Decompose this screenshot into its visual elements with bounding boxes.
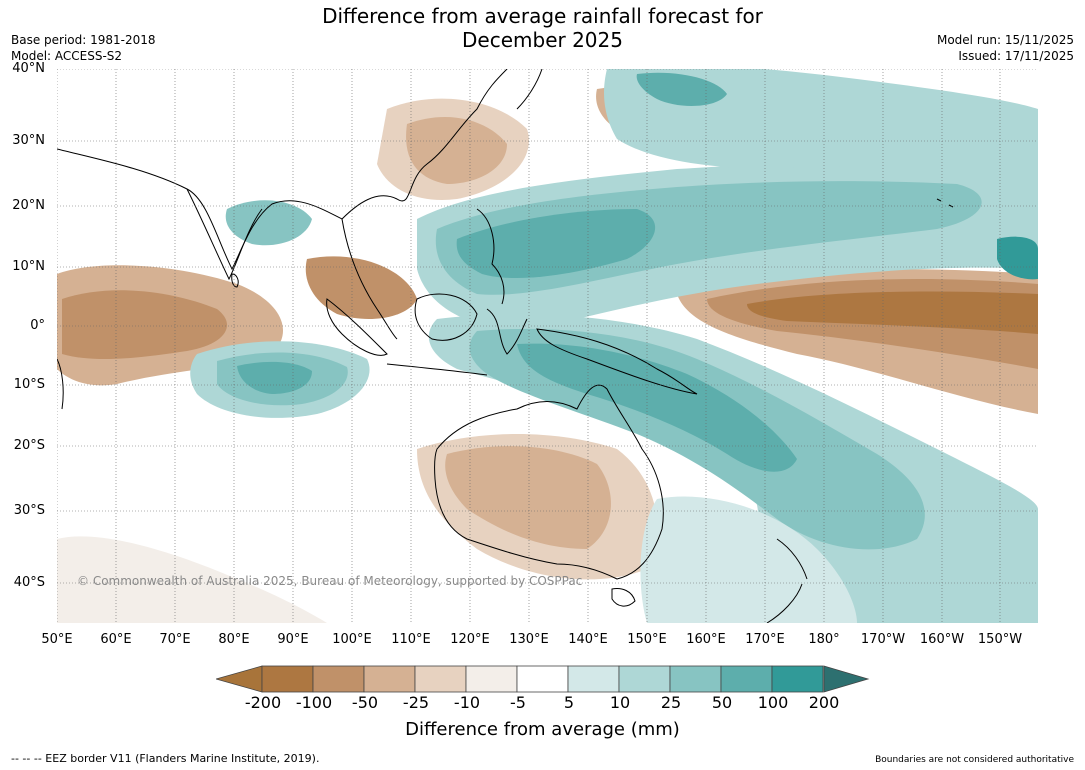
malay-peninsula xyxy=(341,218,398,340)
tasmania xyxy=(611,588,636,607)
colorbar-label-10: 10 xyxy=(609,693,631,712)
dry-region-southwest xyxy=(57,536,327,623)
australia-coast xyxy=(434,384,664,580)
lon-label-170w: 170°W xyxy=(860,632,906,647)
lat-label-40s: 40°S xyxy=(13,575,45,590)
wet-anomalies xyxy=(190,69,1038,623)
colorbar-segments xyxy=(261,665,824,693)
colorbar-label-25: 25 xyxy=(660,693,682,712)
wet-region-bay-of-bengal xyxy=(225,200,312,246)
lon-label-160e: 160°E xyxy=(686,632,726,647)
asia-coast xyxy=(57,69,508,271)
colorbar-segment xyxy=(261,665,314,693)
colorbar-segment xyxy=(363,665,416,693)
lon-label-170e: 170°E xyxy=(745,632,785,647)
japan xyxy=(516,69,543,110)
lon-label-80e: 80°E xyxy=(218,632,250,647)
base-period: Base period: 1981-2018 xyxy=(11,33,156,47)
map-title: Difference from average rainfall forecas… xyxy=(0,4,1085,52)
colorbar-label-minus5: -5 xyxy=(510,693,526,712)
graticule xyxy=(57,69,1038,623)
new-guinea xyxy=(536,328,698,395)
sri-lanka xyxy=(231,273,239,288)
lon-label-150w: 150°W xyxy=(977,632,1023,647)
model-run: Model run: 15/11/2025 xyxy=(936,33,1074,47)
colorbar-arrow-low xyxy=(216,665,263,693)
colorbar-label-5: 5 xyxy=(563,693,575,712)
lon-label-140e: 140°E xyxy=(568,632,608,647)
wet-region-east-pacific-node xyxy=(997,236,1038,280)
colorbar-segment xyxy=(516,665,569,693)
colorbar-label-minus100: -100 xyxy=(295,693,333,712)
wet-region-tasman xyxy=(640,496,857,623)
model-info: Base period: 1981-2018 Model: ACCESS-S2 xyxy=(11,32,156,64)
colorbar-title: Difference from average (mm) xyxy=(405,719,680,740)
lat-label-20s: 20°S xyxy=(13,438,45,453)
colorbar-segment xyxy=(669,665,722,693)
lon-label-120e: 120°E xyxy=(450,632,490,647)
lon-label-100e: 100°E xyxy=(332,632,372,647)
map-canvas xyxy=(57,69,1038,623)
coastlines xyxy=(57,69,954,623)
lat-label-30n: 30°N xyxy=(12,133,45,148)
lon-label-50e: 50°E xyxy=(41,632,73,647)
colorbar-segment xyxy=(312,665,365,693)
lon-label-180: 180° xyxy=(808,632,840,647)
lat-label-30s: 30°S xyxy=(13,503,45,518)
colorbar-label-50: 50 xyxy=(711,693,733,712)
sulawesi xyxy=(486,308,528,355)
colorbar-label-200: 200 xyxy=(808,693,840,712)
borneo xyxy=(414,293,478,341)
lat-label-equator: 0° xyxy=(30,318,45,333)
model-name: Model: ACCESS-S2 xyxy=(11,49,123,63)
copyright-notice: © Commonwealth of Australia 2025, Bureau… xyxy=(77,574,583,588)
title-line-1: Difference from average rainfall forecas… xyxy=(322,4,763,28)
lon-label-90e: 90°E xyxy=(277,632,309,647)
india-coast xyxy=(186,188,263,281)
lon-label-60e: 60°E xyxy=(100,632,132,647)
dry-region-maritime-continent xyxy=(305,256,417,319)
colorbar-label-minus25: -25 xyxy=(402,693,430,712)
lat-label-40n: 40°N xyxy=(12,61,45,76)
colorbar-segment xyxy=(771,665,824,693)
lat-label-10n: 10°N xyxy=(12,259,45,274)
lon-label-150e: 150°E xyxy=(627,632,667,647)
lon-label-130e: 130°E xyxy=(509,632,549,647)
colorbar-label-minus10: -10 xyxy=(453,693,481,712)
java xyxy=(386,363,488,376)
colorbar-segment xyxy=(465,665,518,693)
lat-label-20n: 20°N xyxy=(12,198,45,213)
colorbar-arrow-high xyxy=(823,665,870,693)
issued-date: Issued: 17/11/2025 xyxy=(958,49,1074,63)
colorbar-segment xyxy=(720,665,773,693)
eez-border-note: -- -- -- EEZ border V11 (Flanders Marine… xyxy=(11,752,320,765)
colorbar-segment xyxy=(414,665,467,693)
philippines xyxy=(476,208,505,305)
rainfall-map xyxy=(57,69,1038,623)
colorbar-label-100: 100 xyxy=(757,693,789,712)
title-line-2: December 2025 xyxy=(462,28,623,52)
lat-label-10s: 10°S xyxy=(13,377,45,392)
colorbar-segment xyxy=(567,665,620,693)
colorbar-label-minus200: -200 xyxy=(244,693,282,712)
colorbar xyxy=(216,665,870,693)
lon-label-70e: 70°E xyxy=(159,632,191,647)
boundary-disclaimer: Boundaries are not considered authoritat… xyxy=(875,755,1074,765)
run-info: Model run: 15/11/2025 Issued: 17/11/2025 xyxy=(937,32,1074,64)
sumatra xyxy=(326,298,388,356)
lon-label-110e: 110°E xyxy=(391,632,431,647)
colorbar-segment xyxy=(618,665,671,693)
colorbar-label-minus50: -50 xyxy=(351,693,379,712)
lon-label-160w: 160°W xyxy=(919,632,965,647)
madagascar xyxy=(57,358,64,410)
new-zealand xyxy=(766,538,808,623)
